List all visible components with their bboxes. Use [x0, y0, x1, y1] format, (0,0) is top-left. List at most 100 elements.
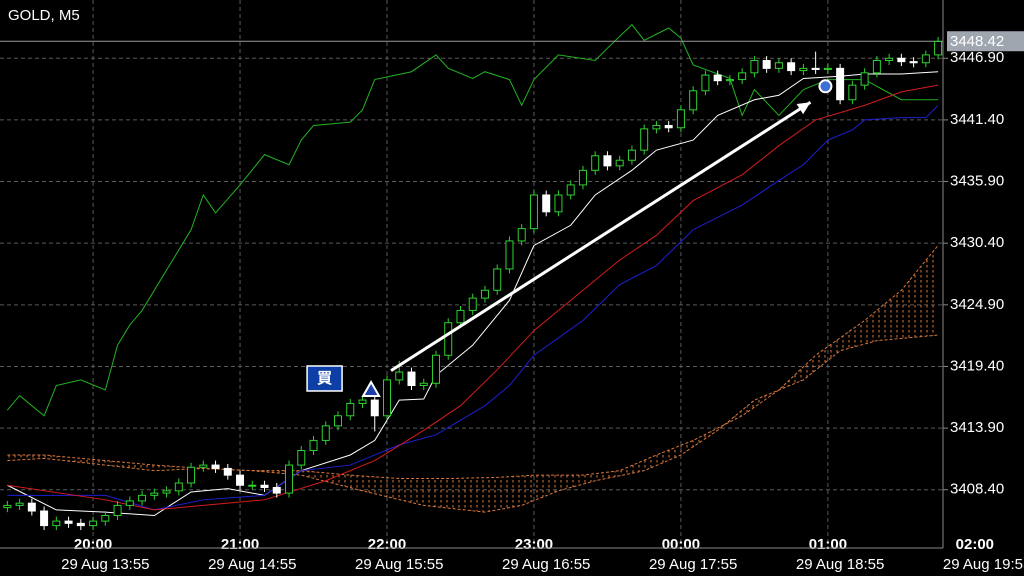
candle-body — [407, 371, 416, 387]
candle-body — [909, 61, 918, 64]
x-tick-label: 21:00 — [221, 536, 259, 553]
candle-body — [3, 504, 12, 509]
candle-body — [897, 57, 906, 63]
x-date-label: 29 Aug 16:55 — [502, 556, 590, 573]
candle-body — [138, 494, 147, 502]
candle-body — [64, 520, 73, 524]
candle-body — [89, 520, 98, 527]
candle-body — [676, 109, 685, 129]
candle-body — [578, 169, 587, 186]
candle-body — [860, 72, 869, 86]
last-price-box — [947, 31, 1024, 52]
candle-body — [76, 522, 85, 527]
candle-body — [285, 464, 294, 494]
y-tick-label: 3435.90 — [950, 173, 1004, 190]
candle-body — [113, 504, 122, 517]
candle-body — [309, 439, 318, 452]
x-date-label: 29 Aug 14:55 — [208, 556, 296, 573]
x-tick-label: 01:00 — [809, 536, 847, 553]
candle-body — [456, 309, 465, 324]
last-price-label: 3448.42 — [950, 33, 1004, 50]
candle-body — [346, 402, 355, 417]
candle-body — [444, 322, 453, 356]
candle-body — [762, 60, 771, 69]
candle-body — [517, 228, 526, 242]
trade-label-box — [306, 365, 343, 392]
candle-body — [652, 125, 661, 130]
candle-body — [774, 62, 783, 69]
candle-body — [701, 74, 710, 92]
candle-body — [370, 399, 379, 417]
x-date-label: 29 Aug 18:55 — [796, 556, 884, 573]
candle-body — [431, 354, 440, 384]
candle-body — [725, 79, 734, 82]
y-tick-label: 3424.90 — [950, 296, 1004, 313]
candle-body — [505, 240, 514, 270]
cloud-hatch — [7, 245, 939, 513]
x-tick-label: 00:00 — [662, 536, 700, 553]
candle-body — [223, 467, 232, 476]
candle-body — [750, 60, 759, 74]
candle-body — [787, 62, 796, 72]
x-tick-label: 02:00 — [956, 536, 994, 553]
candle-body — [848, 84, 857, 101]
trade-close-marker — [818, 79, 833, 94]
x-tick-label: 23:00 — [515, 536, 553, 553]
x-tick-label: 20:00 — [74, 536, 112, 553]
candle-body — [542, 194, 551, 213]
candle-body — [689, 90, 698, 111]
candle-body — [799, 67, 808, 72]
candle-body — [738, 72, 747, 81]
candle-body — [150, 492, 159, 496]
candle-body — [885, 57, 894, 62]
candle-body — [554, 194, 563, 213]
trade-open-marker — [361, 379, 381, 397]
y-tick-label: 3419.40 — [950, 357, 1004, 374]
candle-body — [603, 155, 612, 167]
candle-body — [566, 184, 575, 196]
indicator-line — [6, 23, 939, 417]
indicator-line — [7, 71, 939, 517]
candle-body — [480, 289, 489, 299]
candle-body — [272, 486, 281, 494]
candle-body — [395, 371, 404, 381]
candle-body — [627, 149, 636, 161]
y-tick-label: 3430.40 — [950, 234, 1004, 251]
y-tick-label: 3441.40 — [950, 111, 1004, 128]
candle-body — [321, 425, 330, 441]
y-tick-label: 3408.40 — [950, 481, 1004, 498]
candle-body — [248, 484, 257, 487]
x-date-label: 29 Aug 19:55 — [943, 556, 1024, 573]
trade-arrow — [390, 101, 812, 372]
candle-body — [823, 67, 832, 70]
y-tick-label: 3413.90 — [950, 419, 1004, 436]
candle-body — [836, 67, 845, 101]
candle-body — [15, 502, 24, 506]
candle-body — [640, 128, 649, 151]
candle-body — [174, 482, 183, 492]
candle-body — [236, 474, 245, 486]
candle-body — [382, 379, 391, 417]
candle-body — [199, 464, 208, 468]
candle-body — [101, 515, 110, 522]
chart-title: GOLD, M5 — [8, 7, 80, 24]
x-date-label: 29 Aug 13:55 — [61, 556, 149, 573]
candle-body — [334, 415, 343, 427]
candle-body — [211, 464, 220, 469]
candle-body — [187, 466, 196, 484]
trade-arrow-head — [796, 102, 811, 115]
candle-body — [468, 297, 477, 311]
candle-body — [52, 520, 61, 527]
candle-body — [529, 194, 538, 230]
candle-body — [297, 450, 306, 466]
trade-label: 買 — [317, 370, 332, 387]
candle-body — [40, 510, 49, 527]
candle-body — [260, 484, 269, 488]
indicator-line — [7, 84, 939, 511]
indicator-line — [7, 104, 939, 511]
candle-body — [419, 382, 428, 387]
candle-body — [664, 125, 673, 129]
